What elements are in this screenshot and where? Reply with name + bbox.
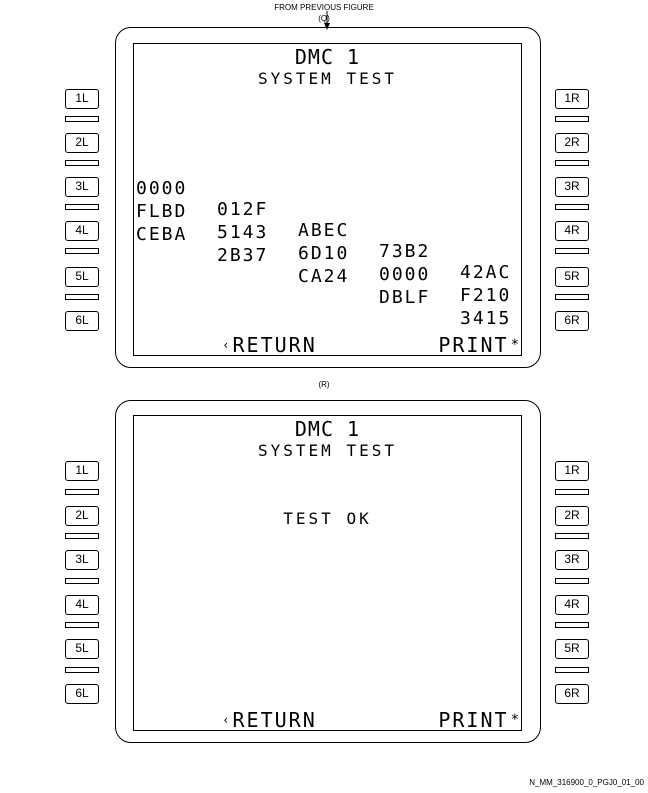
cdu-panel-r: DMC 1 SYSTEM TEST TEST OK ‹ RETURN PRINT * (115, 400, 541, 743)
left-caret-icon: ‹ (222, 713, 230, 727)
screen-title: DMC 1 (294, 45, 361, 69)
data-cell: 012F (217, 199, 269, 220)
lsk-2r[interactable]: 2R (555, 133, 589, 153)
lsk-separator (555, 667, 589, 673)
lsk-1l[interactable]: 1L (65, 89, 99, 109)
print-prompt[interactable]: PRINT * (354, 309, 519, 381)
lsk-separator (555, 489, 589, 495)
from-previous-figure-caption: FROM PREVIOUS FIGURE (274, 3, 374, 12)
lsk-4r[interactable]: 4R (555, 595, 589, 615)
lsk-4l[interactable]: 4L (65, 221, 99, 241)
cdu-screen-q: DMC 1 SYSTEM TEST 0000 012F ABEC 73B2 42… (133, 43, 522, 357)
lsk-5r[interactable]: 5R (555, 639, 589, 659)
lsk-separator (555, 294, 589, 300)
screen-subtitle: SYSTEM TEST (258, 69, 397, 88)
step-r-label: (R) (318, 380, 330, 389)
lsk-separator (555, 116, 589, 122)
cdu-screen-r: DMC 1 SYSTEM TEST TEST OK ‹ RETURN PRINT * (133, 415, 522, 732)
star-icon: * (510, 337, 519, 353)
lsk-separator (65, 116, 99, 122)
lsk-1l[interactable]: 1L (65, 461, 99, 481)
lsk-separator (65, 667, 99, 673)
lsk-separator (555, 160, 589, 166)
return-prompt[interactable]: ‹ RETURN (138, 684, 317, 756)
lsk-separator (555, 622, 589, 628)
lsk-3r[interactable]: 3R (555, 550, 589, 570)
lsk-3l[interactable]: 3L (65, 177, 99, 197)
cdu-panel-q: DMC 1 SYSTEM TEST 0000 012F ABEC 73B2 42… (115, 27, 541, 368)
data-cell: 42AC (460, 262, 512, 283)
lsk-6r[interactable]: 6R (555, 311, 589, 331)
down-arrow-icon (324, 11, 330, 30)
lsk-4r[interactable]: 4R (555, 221, 589, 241)
screen-subtitle: SYSTEM TEST (258, 441, 397, 460)
lsk-separator (65, 533, 99, 539)
lsk-3r[interactable]: 3R (555, 177, 589, 197)
data-row: 0000 012F ABEC 73B2 42AC (134, 157, 521, 304)
left-caret-icon: ‹ (222, 338, 230, 352)
lsk-separator (65, 294, 99, 300)
data-cell: 0000 (379, 264, 431, 285)
data-cell: 5143 (217, 222, 269, 243)
data-row: FLBD 5143 6D10 0000 F210 (134, 180, 521, 327)
screen-title: DMC 1 (294, 417, 361, 441)
print-label: PRINT (438, 333, 509, 357)
lsk-2l[interactable]: 2L (65, 133, 99, 153)
lsk-6l[interactable]: 6L (65, 311, 99, 331)
lsk-1r[interactable]: 1R (555, 89, 589, 109)
data-cell: 0000 (136, 178, 188, 199)
return-prompt[interactable]: ‹ RETURN (138, 309, 317, 381)
test-ok-message: TEST OK (283, 509, 372, 528)
lsk-separator (65, 204, 99, 210)
data-cell: 73B2 (379, 241, 431, 262)
print-label: PRINT (438, 708, 509, 732)
lsk-5r[interactable]: 5R (555, 267, 589, 287)
lsk-1r[interactable]: 1R (555, 461, 589, 481)
data-cell: F210 (460, 285, 512, 306)
step-q-label: (Q) (318, 14, 330, 23)
lsk-6l[interactable]: 6L (65, 684, 99, 704)
lsk-separator (65, 578, 99, 584)
lsk-separator (555, 578, 589, 584)
data-cell: DBLF (379, 287, 431, 308)
return-label: RETURN (232, 333, 317, 357)
lsk-separator (555, 248, 589, 254)
lsk-separator (65, 622, 99, 628)
lsk-separator (555, 204, 589, 210)
lsk-6r[interactable]: 6R (555, 684, 589, 704)
lsk-separator (65, 160, 99, 166)
lsk-2r[interactable]: 2R (555, 506, 589, 526)
lsk-separator (65, 489, 99, 495)
lsk-3l[interactable]: 3L (65, 550, 99, 570)
data-cell: 2B37 (217, 245, 269, 266)
return-label: RETURN (232, 708, 317, 732)
data-cell: FLBD (136, 201, 188, 222)
lsk-separator (555, 533, 589, 539)
data-cell: CA24 (298, 266, 350, 287)
star-icon: * (510, 712, 519, 728)
data-cell: 6D10 (298, 243, 350, 264)
lsk-5l[interactable]: 5L (65, 639, 99, 659)
data-row: CEBA 2B37 CA24 DBLF 3415 (134, 203, 521, 350)
data-cell: 3415 (460, 308, 512, 329)
lsk-2l[interactable]: 2L (65, 506, 99, 526)
print-prompt[interactable]: PRINT * (354, 684, 519, 756)
lsk-4l[interactable]: 4L (65, 595, 99, 615)
lsk-5l[interactable]: 5L (65, 267, 99, 287)
data-cell: CEBA (136, 224, 188, 245)
data-cell: ABEC (298, 220, 350, 241)
lsk-separator (65, 248, 99, 254)
figure-reference: N_MM_316900_0_PGJ0_01_00 (529, 778, 644, 787)
